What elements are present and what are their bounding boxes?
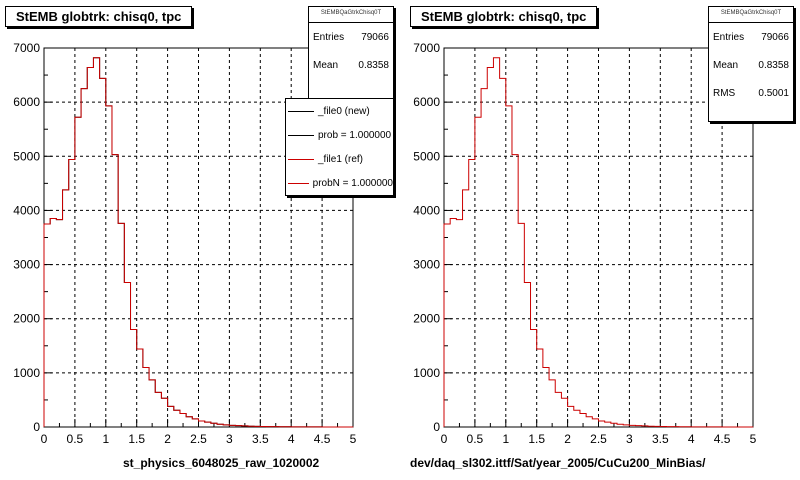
right-x-tick-label: 4.5 [714, 432, 731, 446]
legend-swatch-prob [288, 134, 314, 136]
left-y-tick-label: 7000 [13, 41, 40, 55]
left-x-tick-label: 4.5 [314, 432, 331, 446]
right-stats-rms-value: 0.5001 [758, 87, 789, 99]
left-x-tick-label: 1 [102, 432, 109, 446]
legend-entry-prob: prob = 1.000000 [286, 123, 393, 147]
left-stats-entries-label: Entries [313, 31, 345, 43]
legend-label-new: _file0 (new) [318, 105, 370, 117]
left-histogram-series-1 [43, 57, 354, 428]
right-y-tick-label: 1000 [413, 366, 440, 380]
right-x-axis-label: dev/daq_sl302.ittf/Sat/year_2005/CuCu200… [410, 456, 706, 470]
right-y-tick-label: 0 [433, 420, 440, 434]
right-y-tick-label: 3000 [413, 258, 440, 272]
right-stats-mean-value: 0.8358 [758, 59, 789, 71]
left-stats-name: StEMBQaGtrkChisq0T [309, 7, 393, 23]
right-histogram-plot: 0 0.5 1 1.5 2 2.5 3 3.5 4 4.5 5 0 1000 2000 3000 4000 50… [413, 41, 757, 446]
right-x-tick-label: 0.5 [467, 432, 484, 446]
right-stats-name: StEMBQaGtrkChisq0T [709, 7, 793, 23]
legend-entry-probn: probN = 1.000000 [286, 171, 393, 195]
right-x-tick-label: 3.5 [652, 432, 669, 446]
right-y-tick-label: 2000 [413, 312, 440, 326]
right-y-tick-label: 7000 [413, 41, 440, 55]
right-stats-rms-label: RMS [713, 87, 736, 99]
legend-swatch-ref [288, 158, 314, 160]
right-x-tick-label: 2.5 [590, 432, 607, 446]
left-histogram-title: StEMB globtrk: chisq0, tpc [5, 6, 193, 27]
left-y-tick-label: 6000 [13, 95, 40, 109]
right-histogram-pad: 0 0.5 1 1.5 2 2.5 3 3.5 4 4.5 5 0 1000 2000 3000 4000 50… [400, 0, 800, 480]
left-x-tick-label: 3.5 [252, 432, 269, 446]
left-legend: _file0 (new) prob = 1.000000 _file1 (ref… [285, 98, 394, 196]
right-stats-entries-value: 79066 [761, 31, 789, 43]
left-stats-mean-label: Mean [313, 59, 339, 71]
right-stats-box: StEMBQaGtrkChisq0T Entries 79066 Mean 0.83… [708, 6, 794, 122]
left-x-tick-label: 2.5 [190, 432, 207, 446]
left-stats-entries-value: 79066 [361, 31, 389, 43]
right-x-tick-label: 0 [441, 432, 448, 446]
right-x-tick-label: 1.5 [528, 432, 545, 446]
left-x-tick-label: 0.5 [67, 432, 84, 446]
left-x-axis-label: st_physics_6048025_raw_1020002 [123, 456, 320, 470]
right-y-tick-label: 4000 [413, 203, 440, 217]
left-histogram-plot: 0 0.5 1 1.5 2 2.5 3 3.5 4 4.5 5 0 1000 2000 3000 4000 50… [13, 41, 357, 446]
left-x-tick-label: 4 [288, 432, 295, 446]
right-stats-entries-label: Entries [713, 31, 745, 43]
right-x-tick-label: 1 [502, 432, 509, 446]
right-y-tick-label: 6000 [413, 95, 440, 109]
legend-entry-ref: _file1 (ref) [286, 147, 393, 171]
left-y-tick-label: 1000 [13, 366, 40, 380]
right-stats-mean-label: Mean [713, 59, 739, 71]
legend-label-ref: _file1 (ref) [318, 153, 364, 165]
right-histogram-series-0 [443, 57, 754, 428]
legend-label-probn: probN = 1.000000 [312, 177, 393, 189]
right-x-tick-label: 2 [564, 432, 571, 446]
left-stats-mean-value: 0.8358 [358, 59, 389, 71]
left-x-tick-label: 3 [226, 432, 233, 446]
legend-label-prob: prob = 1.000000 [318, 129, 392, 141]
right-x-tick-label: 5 [750, 432, 757, 446]
left-y-tick-label: 5000 [13, 149, 40, 163]
right-histogram-title: StEMB globtrk: chisq0, tpc [410, 6, 598, 27]
legend-swatch-probn [288, 182, 309, 184]
legend-entry-new: _file0 (new) [286, 99, 393, 123]
left-x-tick-label: 5 [350, 432, 357, 446]
left-y-tick-label: 2000 [13, 312, 40, 326]
right-x-tick-label: 3 [626, 432, 633, 446]
left-x-tick-label: 1.5 [128, 432, 145, 446]
left-y-tick-label: 0 [33, 420, 40, 434]
right-x-tick-label: 4 [688, 432, 695, 446]
right-y-tick-label: 5000 [413, 149, 440, 163]
left-x-tick-label: 2 [164, 432, 171, 446]
left-y-tick-label: 4000 [13, 203, 40, 217]
left-histogram-pad: 0 0.5 1 1.5 2 2.5 3 3.5 4 4.5 5 0 1000 2000 3000 4000 50… [5, 6, 394, 470]
left-x-tick-label: 0 [41, 432, 48, 446]
left-y-tick-label: 3000 [13, 258, 40, 272]
legend-swatch-new [288, 110, 314, 112]
